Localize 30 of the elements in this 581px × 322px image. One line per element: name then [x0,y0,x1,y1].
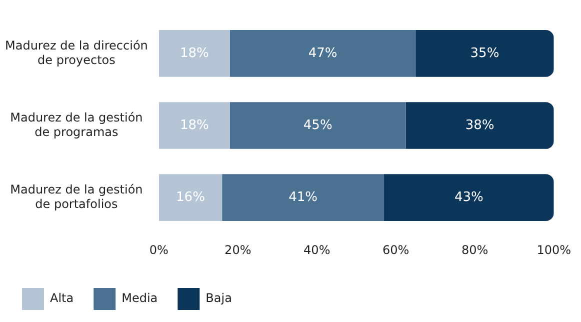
legend-label: Media [122,291,158,306]
legend-label: Alta [50,291,74,306]
bar [230,30,416,77]
x-tick-label: 100% [536,242,572,257]
bar [222,174,384,221]
x-tick-label: 0% [149,242,168,257]
bar [158,30,230,77]
data-label: 38% [465,118,494,133]
bar [158,174,222,221]
bar [406,102,554,149]
x-tick-label: 60% [382,242,410,257]
y-tick-label: Madurez de la gestión de portafolios [10,182,143,211]
bar [230,102,406,149]
x-tick-label: 80% [462,242,488,257]
data-label: 45% [303,118,332,133]
y-tick-label: Madurez de la dirección de proyectos [4,38,148,67]
legend-label: Baja [206,291,232,306]
data-label: 18% [180,118,209,133]
data-label: 43% [454,190,484,205]
data-label: 16% [176,190,205,205]
data-label: 41% [288,190,318,205]
data-label: 47% [308,46,338,61]
y-tick-label: Madurez de la gestión de programas [10,110,143,139]
bar [158,102,230,149]
bar [384,174,554,221]
x-tick-label: 40% [304,242,330,257]
bar [416,30,554,77]
data-label: 35% [470,46,500,61]
data-label: 18% [180,46,209,61]
x-tick-label: 20% [224,242,252,257]
